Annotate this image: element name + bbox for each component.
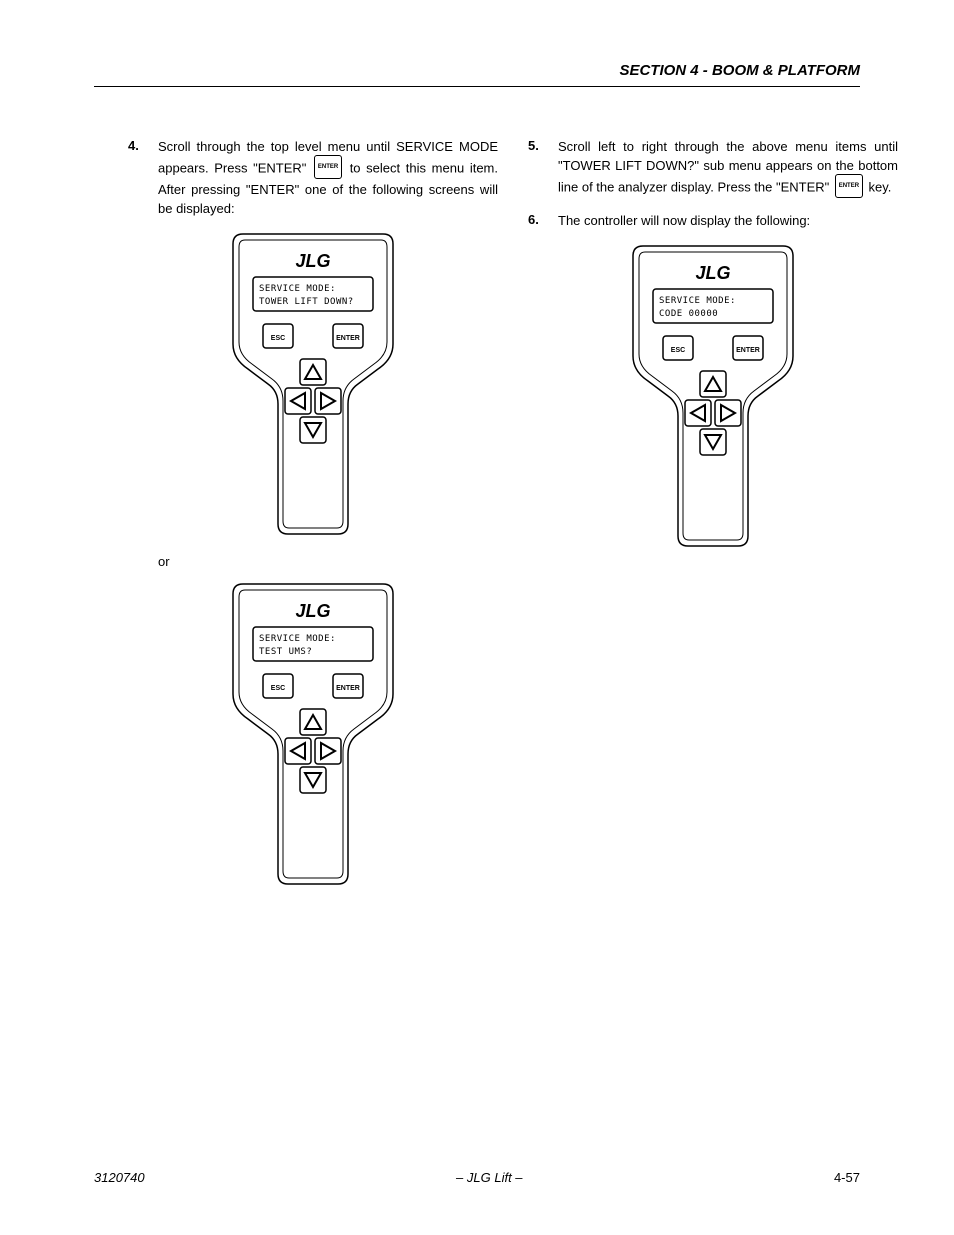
device-outline — [233, 584, 393, 884]
analyzer-device-2: JLG SERVICE MODE: TEST UMS? ESC ENTER — [213, 579, 413, 889]
step-text: The controller will now display the foll… — [558, 212, 898, 231]
left-button[interactable] — [285, 738, 311, 764]
step-number: 6. — [528, 212, 558, 231]
esc-label: ESC — [671, 347, 685, 354]
esc-label: ESC — [271, 335, 285, 342]
footer-title: – JLG Lift – — [456, 1170, 522, 1185]
step-number: 4. — [128, 138, 158, 219]
section-header: SECTION 4 - BOOM & PLATFORM — [619, 62, 860, 79]
left-arrow-icon — [691, 405, 705, 421]
down-button[interactable] — [300, 417, 326, 443]
jlg-logo: JLG — [295, 251, 330, 271]
esc-label: ESC — [271, 685, 285, 692]
up-button[interactable] — [300, 359, 326, 385]
header-rule — [94, 86, 860, 87]
jlg-logo: JLG — [695, 263, 730, 283]
footer-page-number: 4-57 — [834, 1170, 860, 1185]
step-text: Scroll through the top level menu until … — [158, 138, 498, 219]
down-arrow-icon — [705, 435, 721, 449]
down-button[interactable] — [300, 767, 326, 793]
display-line1: SERVICE MODE: — [259, 634, 336, 644]
analyzer-1-wrap: JLG SERVICE MODE: TOWER LIFT DOWN? ESC E… — [128, 229, 498, 544]
page-footer: 3120740 – JLG Lift – 4-57 — [94, 1170, 860, 1185]
jlg-logo: JLG — [295, 601, 330, 621]
right-button[interactable] — [715, 400, 741, 426]
right-column: 5. Scroll left to right through the abov… — [528, 138, 898, 556]
down-button[interactable] — [700, 429, 726, 455]
display-line1: SERVICE MODE: — [259, 284, 336, 294]
step-5: 5. Scroll left to right through the abov… — [528, 138, 898, 200]
display-line2: TOWER LIFT DOWN? — [259, 297, 354, 307]
left-button[interactable] — [285, 388, 311, 414]
enter-label: ENTER — [736, 347, 760, 354]
or-separator: or — [158, 554, 498, 569]
footer-doc-number: 3120740 — [94, 1170, 145, 1185]
up-arrow-icon — [305, 715, 321, 729]
left-column: 4. Scroll through the top level menu unt… — [128, 138, 498, 894]
left-arrow-icon — [291, 743, 305, 759]
up-arrow-icon — [705, 377, 721, 391]
left-button[interactable] — [685, 400, 711, 426]
down-arrow-icon — [305, 773, 321, 787]
step-6: 6. The controller will now display the f… — [528, 212, 898, 231]
up-button[interactable] — [300, 709, 326, 735]
down-arrow-icon — [305, 423, 321, 437]
right-arrow-icon — [721, 405, 735, 421]
display-line2: CODE 00000 — [659, 309, 718, 319]
enter-icon: ENTER — [314, 155, 342, 179]
analyzer-device-1: JLG SERVICE MODE: TOWER LIFT DOWN? ESC E… — [213, 229, 413, 539]
display-line2: TEST UMS? — [259, 647, 312, 657]
display-line1: SERVICE MODE: — [659, 296, 736, 306]
step-4: 4. Scroll through the top level menu unt… — [128, 138, 498, 219]
analyzer-3-wrap: JLG SERVICE MODE: CODE 00000 ESC ENTER — [528, 241, 898, 556]
up-arrow-icon — [305, 365, 321, 379]
left-arrow-icon — [291, 393, 305, 409]
right-arrow-icon — [321, 393, 335, 409]
right-button[interactable] — [315, 738, 341, 764]
right-button[interactable] — [315, 388, 341, 414]
enter-label: ENTER — [336, 335, 360, 342]
enter-label: ENTER — [336, 685, 360, 692]
device-outline — [233, 234, 393, 534]
up-button[interactable] — [700, 371, 726, 397]
step-number: 5. — [528, 138, 558, 200]
device-outline — [633, 246, 793, 546]
right-arrow-icon — [321, 743, 335, 759]
step-text: Scroll left to right through the above m… — [558, 138, 898, 200]
text-after: key. — [865, 179, 892, 194]
analyzer-device-3: JLG SERVICE MODE: CODE 00000 ESC ENTER — [613, 241, 813, 551]
enter-icon: ENTER — [835, 174, 863, 198]
analyzer-2-wrap: JLG SERVICE MODE: TEST UMS? ESC ENTER — [128, 579, 498, 894]
